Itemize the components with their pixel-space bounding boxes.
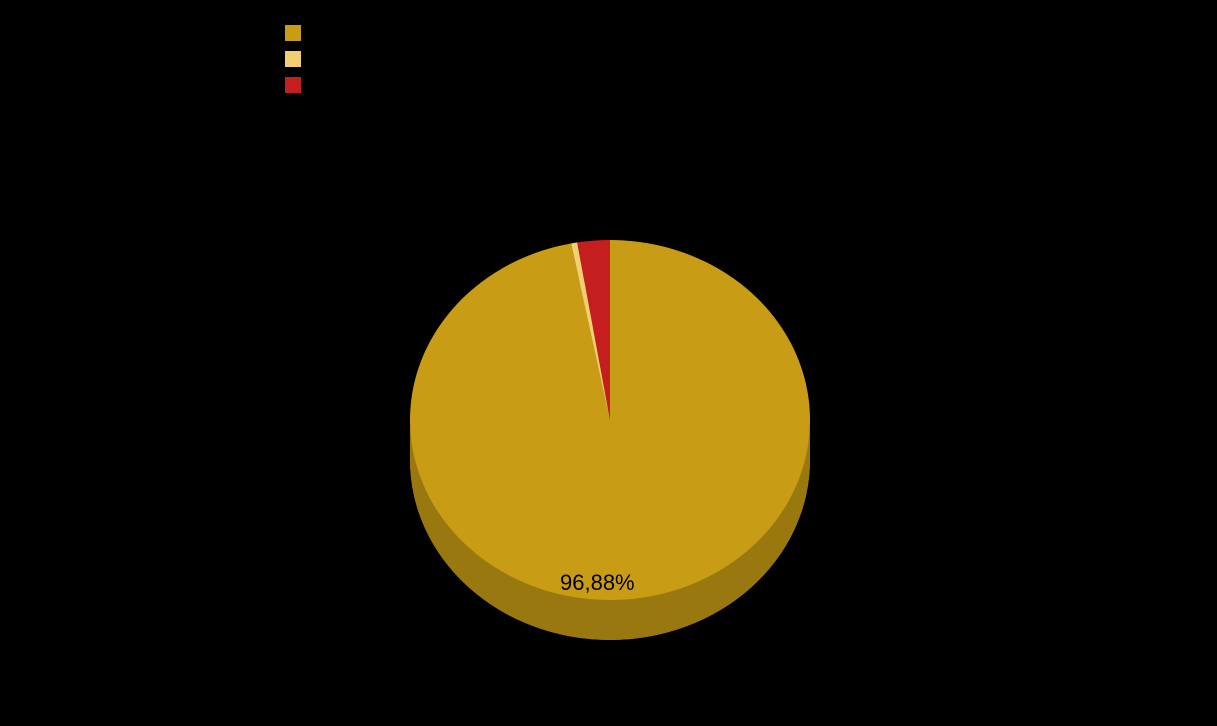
- pie-data-label: 96,88%: [560, 570, 635, 596]
- pie-chart: [0, 0, 1217, 726]
- pie-slice: [410, 240, 810, 600]
